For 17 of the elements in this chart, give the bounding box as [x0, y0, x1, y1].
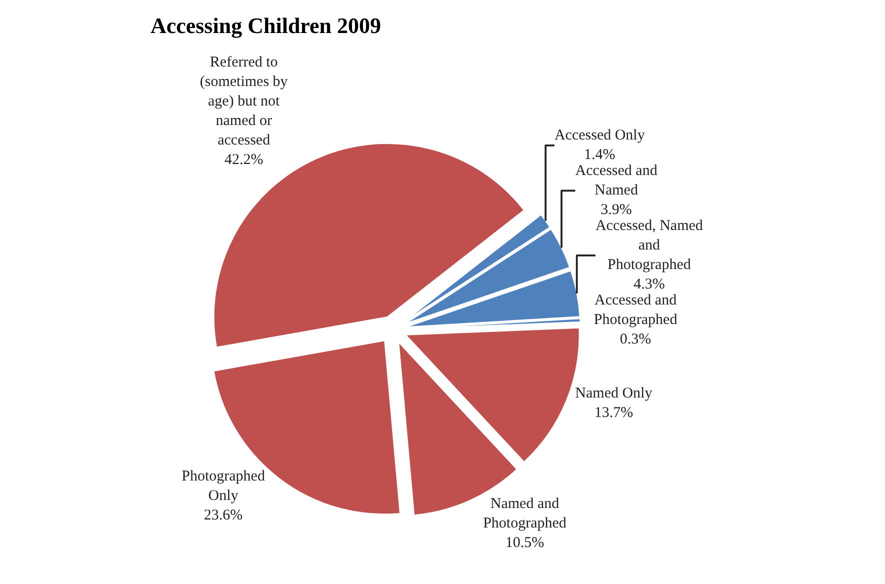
data-label: 10.5% — [505, 535, 544, 552]
data-label: 3.9% — [600, 202, 632, 218]
data-label: 23.6% — [204, 507, 243, 524]
slice-label: Named and Photographed — [483, 496, 567, 532]
data-label: 13.7% — [594, 405, 634, 422]
data-label: 42.2% — [224, 152, 264, 168]
slice-label: Accessed, Named and Photographed — [595, 218, 704, 274]
slice-label: Accessed and Named — [575, 163, 658, 199]
data-label: 0.3% — [620, 332, 652, 348]
slice-label: Named Only — [575, 386, 653, 402]
slice-label: Referred to (sometimes by age) but not named or accessed — [200, 54, 288, 148]
chart-title: Accessing Children 2009 — [150, 12, 382, 38]
slice-label: Accessed and Photographed — [594, 292, 678, 328]
slice-label: Accessed Only — [554, 128, 646, 144]
data-label: 4.3% — [634, 276, 665, 293]
data-label: 1.4% — [584, 147, 616, 164]
slice-label: Photographed Only — [182, 468, 266, 504]
